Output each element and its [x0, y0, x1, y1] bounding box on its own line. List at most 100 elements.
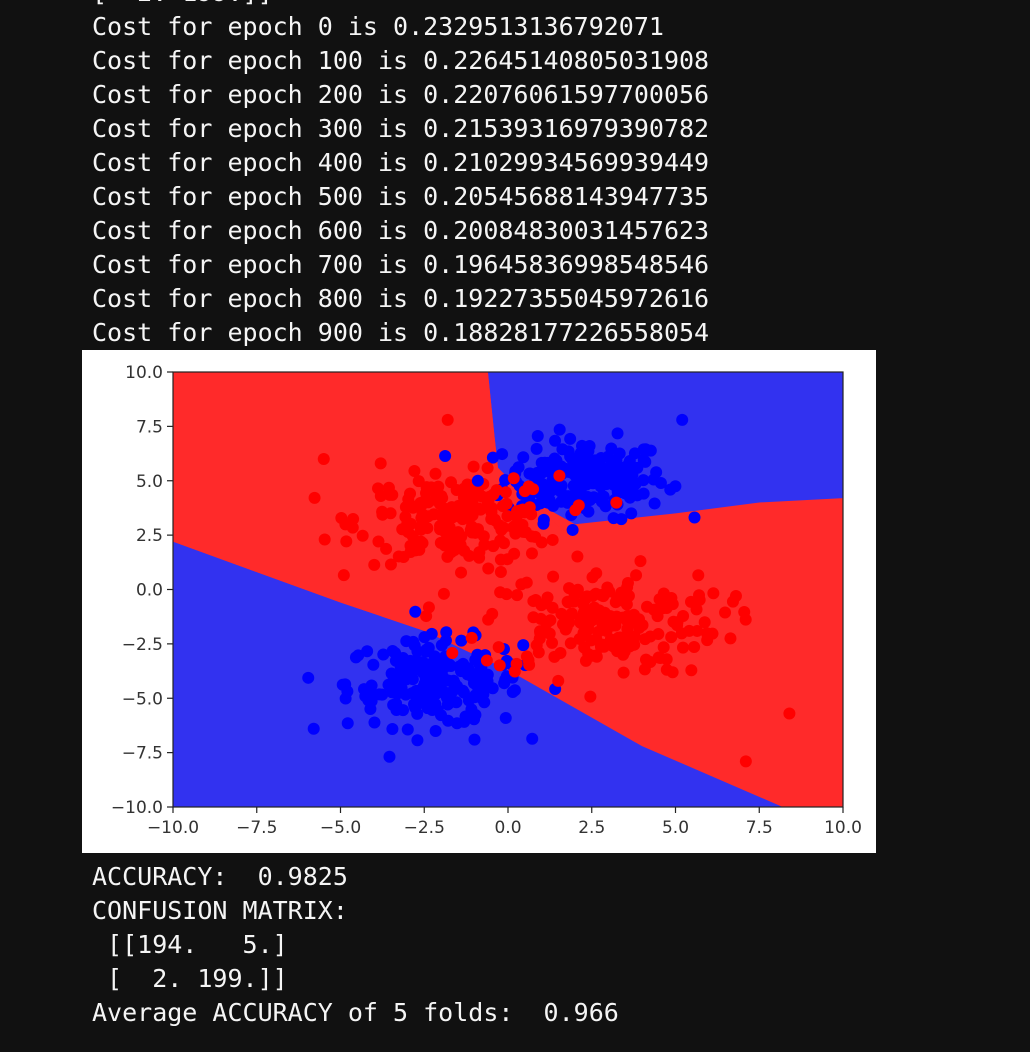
accuracy-line: ACCURACY: 0.9825: [92, 862, 348, 891]
y-tick-label: −5.0: [122, 689, 163, 709]
y-tick-label: −10.0: [111, 798, 163, 818]
blue-data-point: [553, 423, 566, 436]
blue-data-point: [648, 497, 661, 510]
red-data-point: [654, 652, 667, 665]
red-data-point: [620, 614, 633, 627]
cost-log-line: Cost for epoch 400 is 0.2102993456993944…: [92, 148, 710, 177]
red-data-point: [485, 506, 498, 519]
cost-log-line: Cost for epoch 500 is 0.2054568814394773…: [92, 182, 710, 211]
blue-data-point: [637, 443, 650, 456]
red-data-point: [729, 589, 742, 602]
blue-data-point: [591, 457, 604, 470]
blue-data-point: [537, 517, 550, 530]
blue-data-point: [376, 688, 389, 701]
red-data-point: [318, 533, 331, 546]
blue-data-point: [409, 605, 422, 618]
x-tick-label: −5.0: [320, 818, 361, 838]
blue-data-point: [647, 473, 660, 486]
blue-data-point: [631, 489, 644, 502]
blue-data-point: [542, 465, 555, 478]
red-data-point: [527, 611, 540, 624]
blue-data-point: [387, 699, 400, 712]
blue-data-point: [428, 650, 441, 663]
red-data-point: [497, 537, 510, 550]
red-data-point: [437, 587, 450, 600]
blue-data-point: [604, 462, 617, 475]
x-tick-label: 10.0: [824, 818, 862, 838]
red-data-point: [372, 482, 385, 495]
red-data-point: [665, 631, 678, 644]
red-data-point: [544, 614, 557, 627]
red-data-point: [535, 536, 548, 549]
blue-data-point: [455, 634, 468, 647]
red-data-point: [621, 576, 634, 589]
red-data-point: [492, 641, 505, 654]
blue-data-point: [556, 443, 569, 456]
red-data-point: [415, 512, 428, 525]
red-data-point: [666, 598, 679, 611]
red-data-point: [724, 632, 737, 645]
blue-data-point: [582, 445, 595, 458]
red-data-point: [522, 654, 535, 667]
training-log: Cost for epoch 0 is 0.2329513136792071 Co…: [0, 10, 709, 350]
x-tick-label: −10.0: [147, 818, 199, 838]
red-data-point: [335, 512, 348, 525]
red-data-point: [525, 508, 538, 521]
red-data-point: [494, 566, 507, 579]
red-data-point: [520, 576, 533, 589]
red-data-point: [660, 663, 673, 676]
red-data-point: [617, 666, 630, 679]
blue-data-point: [442, 674, 455, 687]
red-data-point: [546, 601, 559, 614]
red-data-point: [685, 664, 698, 677]
red-data-point: [368, 558, 381, 571]
red-data-point: [441, 550, 454, 563]
blue-data-point: [530, 442, 543, 455]
blue-data-point: [441, 698, 454, 711]
red-data-point: [429, 467, 442, 480]
red-data-point: [508, 547, 521, 560]
blue-data-point: [499, 711, 512, 724]
red-data-point: [383, 488, 396, 501]
cost-log-line: Cost for epoch 200 is 0.2207606159770005…: [92, 80, 710, 109]
blue-data-point: [456, 684, 469, 697]
red-data-point: [425, 484, 438, 497]
blue-data-point: [524, 467, 537, 480]
blue-data-point: [564, 432, 577, 445]
blue-data-point: [377, 648, 390, 661]
blue-data-point: [579, 476, 592, 489]
red-data-point: [500, 588, 513, 601]
cost-log-line: Cost for epoch 700 is 0.1964583699854854…: [92, 250, 710, 279]
confusion-matrix-title: CONFUSION MATRIX:: [92, 896, 348, 925]
red-data-point: [577, 626, 590, 639]
blue-data-point: [626, 468, 639, 481]
blue-data-point: [341, 717, 354, 730]
red-data-point: [690, 603, 703, 616]
blue-data-point: [602, 450, 615, 463]
blue-data-point: [582, 505, 595, 518]
red-data-point: [701, 634, 714, 647]
red-data-point: [675, 627, 688, 640]
red-data-point: [434, 536, 447, 549]
red-data-point: [590, 567, 603, 580]
blue-data-point: [615, 513, 628, 526]
blue-data-point: [611, 427, 624, 440]
red-data-point: [466, 526, 479, 539]
red-data-point: [516, 518, 529, 531]
red-data-point: [422, 496, 435, 509]
blue-data-point: [418, 631, 431, 644]
cost-log-line: Cost for epoch 300 is 0.2153931697939078…: [92, 114, 710, 143]
blue-data-point: [669, 480, 682, 493]
red-data-point: [443, 528, 456, 541]
blue-data-point: [409, 701, 422, 714]
red-data-point: [605, 619, 618, 632]
x-tick-label: −2.5: [404, 818, 445, 838]
cost-log-line: Cost for epoch 100 is 0.2264514080503190…: [92, 46, 710, 75]
blue-data-point: [424, 695, 437, 708]
blue-data-point: [307, 722, 320, 735]
red-data-point: [525, 547, 538, 560]
x-tick-label: 2.5: [578, 818, 605, 838]
blue-data-point: [536, 478, 549, 491]
blue-data-point: [439, 449, 452, 462]
red-data-point: [346, 521, 359, 534]
